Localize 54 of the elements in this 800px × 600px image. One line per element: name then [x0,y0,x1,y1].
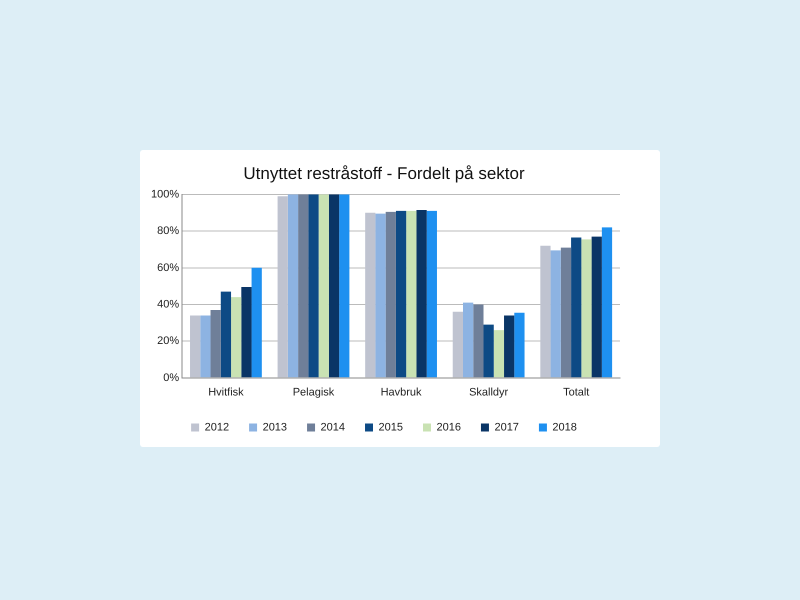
bar [200,315,211,378]
bar [375,214,386,378]
legend-label: 2015 [378,422,403,434]
bar [231,297,242,378]
y-tick-label: 20% [157,335,180,348]
bar [241,287,252,378]
y-tick-label: 0% [163,372,180,384]
bar [473,304,484,378]
bar [190,315,200,378]
legend-label: 2014 [320,422,346,434]
bar [328,194,340,378]
x-tick-label: Totalt [563,386,590,398]
x-tick-label: Hvitfisk [208,386,244,398]
bar [252,268,262,378]
legend-label: 2013 [262,422,288,434]
legend-label: 2012 [204,422,230,434]
bar [318,194,329,378]
bar [550,250,561,378]
bar [540,246,551,378]
bar [396,210,406,378]
bar [365,212,376,378]
y-tick-label: 100% [150,188,180,200]
y-tick-label: 60% [157,262,180,274]
legend-label: 2016 [436,422,461,434]
bar [592,236,602,378]
bar [581,239,592,378]
y-tick-label: 40% [157,298,180,310]
bar [210,310,221,378]
x-tick-label: Pelagisk [292,386,335,398]
bar [462,302,474,378]
bar [452,312,463,378]
bar [339,194,350,378]
bar [504,315,514,378]
legend-label: 2018 [552,422,577,434]
bar [386,212,396,378]
bar [406,210,416,378]
bar [298,194,308,378]
bar [560,248,572,378]
bar [416,210,427,378]
bar [278,196,288,378]
bar [484,324,494,378]
x-tick-label: Havbruk [380,386,422,398]
y-tick-label: 80% [157,225,180,238]
legend-label: 2017 [494,422,519,434]
bar [308,194,319,378]
bar [426,210,437,378]
bar [494,330,504,378]
bar [571,238,582,378]
chart-title: Utnyttet restråstoff - Fordelt på sektor [243,164,525,183]
bar [220,292,232,378]
bar [514,312,525,378]
bar [602,227,612,378]
x-tick-label: Skalldyr [469,386,509,398]
bar [288,194,298,378]
